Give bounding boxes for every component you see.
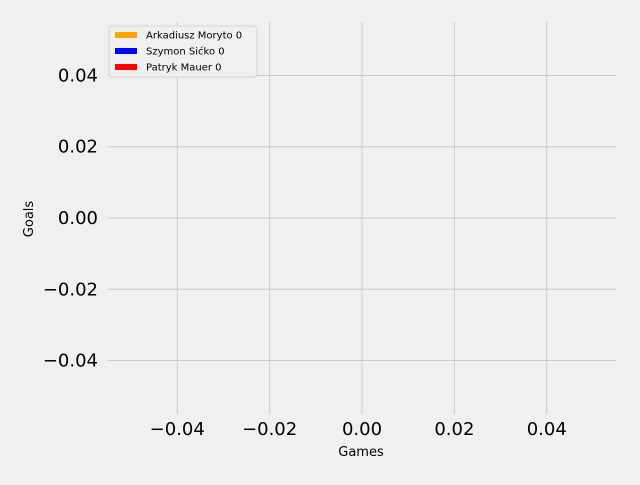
x-tick-label: −0.02 bbox=[242, 419, 297, 440]
legend-label: Patryk Mauer 0 bbox=[146, 63, 222, 74]
y-tick-label: −0.02 bbox=[43, 279, 98, 300]
legend-swatch bbox=[115, 48, 137, 54]
grid-layer bbox=[108, 22, 616, 414]
y-axis-label: Goals bbox=[22, 201, 37, 238]
y-tick-label: 0.02 bbox=[58, 137, 98, 158]
x-tick-label: −0.04 bbox=[150, 419, 205, 440]
legend-label: Arkadiusz Moryto 0 bbox=[146, 31, 242, 42]
x-tick-label: 0.02 bbox=[434, 419, 474, 440]
x-axis-label: Games bbox=[338, 445, 384, 460]
legend-swatch bbox=[115, 32, 137, 38]
tick-label-layer: −0.04 −0.02 0.00 0.02 0.04 0.04 0.02 0.00 −0.02 −… bbox=[43, 65, 567, 440]
legend: Arkadiusz Moryto 0 Szymon Sićko 0 Patryk M… bbox=[108, 25, 258, 78]
legend-entries: Arkadiusz Moryto 0 Szymon Sićko 0 Patryk M… bbox=[115, 31, 242, 74]
legend-swatch bbox=[115, 64, 137, 70]
y-tick-label: −0.04 bbox=[43, 351, 98, 372]
x-tick-label: 0.04 bbox=[527, 419, 567, 440]
y-tick-label: 0.04 bbox=[58, 65, 98, 86]
legend-label: Szymon Sićko 0 bbox=[146, 46, 225, 58]
y-tick-label: 0.00 bbox=[58, 208, 98, 229]
legend-box bbox=[108, 25, 258, 78]
x-tick-label: 0.00 bbox=[342, 419, 382, 440]
